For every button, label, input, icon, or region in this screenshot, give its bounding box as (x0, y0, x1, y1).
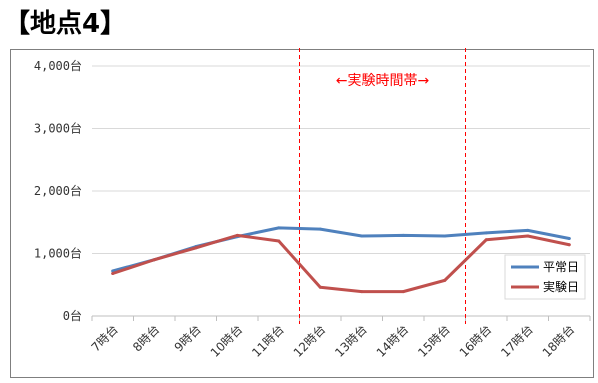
data-point (401, 290, 405, 294)
y-tick-label: 0台 (63, 308, 82, 323)
experiment-period-annotation: ←実験時間帯→ (336, 73, 430, 89)
y-tick-label: 4,000台 (34, 58, 82, 73)
chart-series (111, 226, 571, 294)
legend-entry: 実験日 (543, 279, 579, 294)
legend-box (504, 254, 586, 300)
x-tick-label: 18時台 (539, 322, 577, 360)
x-tick-label: 17時台 (497, 322, 535, 360)
y-tick-label: 1,000台 (34, 246, 82, 261)
data-point (567, 243, 571, 247)
y-tick-label: 2,000台 (34, 183, 82, 198)
data-point (277, 226, 281, 230)
data-point (360, 290, 364, 294)
data-point (360, 234, 364, 238)
data-point (567, 237, 571, 240)
data-point (401, 233, 405, 237)
x-tick-label: 11時台 (248, 322, 286, 360)
x-tick-label: 13時台 (331, 322, 369, 360)
data-point (194, 246, 198, 250)
series-line (111, 233, 571, 294)
data-point (152, 258, 156, 262)
data-point (318, 227, 322, 231)
x-tick-label: 7時台 (88, 322, 121, 355)
y-tick-label: 3,000台 (34, 121, 82, 136)
x-tick-label: 15時台 (414, 322, 452, 360)
page-title: 【地点4】 (4, 9, 127, 39)
chart-frame (10, 49, 594, 378)
experiment-period-markers (299, 48, 466, 324)
x-tick-label: 16時台 (456, 322, 494, 360)
chart-grid (92, 65, 590, 254)
series-line (111, 226, 571, 273)
data-point (277, 239, 281, 243)
data-point (111, 272, 115, 275)
x-tick-label: 12時台 (290, 322, 328, 360)
x-tick-label: 14時台 (373, 322, 411, 360)
data-point (235, 233, 239, 237)
data-point (484, 238, 488, 242)
x-tick-label: 9時台 (171, 322, 204, 355)
data-point (526, 228, 530, 232)
x-axis-tick-labels: 7時台 8時台 9時台 10時台 11時台 12時台 13時台 14時台 15時台 16時台 17時… (88, 322, 577, 360)
data-point (443, 234, 447, 238)
legend-entry: 平常日 (543, 260, 579, 274)
data-point (318, 285, 322, 289)
data-point (526, 234, 530, 238)
data-point (484, 231, 488, 235)
y-axis-tick-labels: 0台 1,000台 2,000台 3,000台 4,000台 (34, 58, 82, 323)
data-point (443, 278, 447, 282)
x-tick-label: 10時台 (207, 322, 245, 360)
x-axis (91, 315, 591, 321)
x-tick-label: 8時台 (129, 322, 162, 355)
